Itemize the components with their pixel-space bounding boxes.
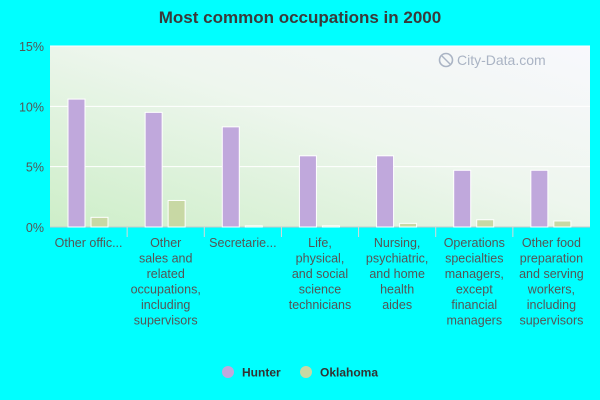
x-category-label: Other food preparation and serving workers,… xyxy=(519,236,584,328)
x-category-line: physical, xyxy=(296,252,345,266)
x-category-line: Nursing, xyxy=(374,236,421,250)
x-category-label: Nursing, psychiatric, and home health aides xyxy=(366,236,429,312)
bar-oklahoma-5 xyxy=(476,219,495,228)
x-category-line: workers, xyxy=(527,283,575,297)
legend-label-hunter: Hunter xyxy=(242,366,281,380)
x-category-line: Other offic... xyxy=(55,236,123,250)
bar-oklahoma-3 xyxy=(321,225,340,228)
x-category-line: Other food xyxy=(522,236,581,250)
x-category-line: and social xyxy=(292,267,348,281)
bar-hunter-2 xyxy=(221,126,240,228)
x-category-line: psychiatric, xyxy=(366,252,429,266)
x-category-label: Secretarie... xyxy=(209,236,276,250)
x-category-label: Other offic... xyxy=(55,236,123,250)
bar-hunter-4 xyxy=(376,155,395,228)
x-category-line: including xyxy=(527,298,576,312)
bar-oklahoma-2 xyxy=(244,225,263,228)
x-category-line: and home xyxy=(369,267,425,281)
x-category-label: Operations specialties managers, except fina… xyxy=(444,236,505,328)
bar-oklahoma-4 xyxy=(399,222,418,228)
bar-oklahoma-0 xyxy=(90,216,109,228)
x-category-line: Secretarie... xyxy=(209,236,276,250)
x-category-line: related xyxy=(147,267,185,281)
bar-hunter-6 xyxy=(530,169,549,228)
x-category-line: managers xyxy=(446,314,502,328)
y-tick-label: 5% xyxy=(26,161,44,175)
bar-hunter-5 xyxy=(453,169,472,228)
legend-label-oklahoma: Oklahoma xyxy=(320,366,378,380)
watermark-text: City-Data.com xyxy=(457,52,546,68)
bar-hunter-1 xyxy=(144,111,163,228)
bar-oklahoma-6 xyxy=(553,220,572,228)
bar-hunter-3 xyxy=(298,155,317,228)
x-category-line: preparation xyxy=(520,252,583,266)
x-category-line: financial xyxy=(451,298,497,312)
bar-oklahoma-1 xyxy=(167,199,186,228)
x-category-line: and serving xyxy=(519,267,584,281)
x-category-line: Life, xyxy=(308,236,332,250)
x-category-line: Other xyxy=(150,236,181,250)
x-category-line: aides xyxy=(382,298,412,312)
x-category-label: Life, physical, and social science technicia… xyxy=(289,236,352,312)
plot-area xyxy=(50,46,590,227)
bar-hunter-0 xyxy=(67,98,86,228)
x-category-line: technicians xyxy=(289,298,352,312)
x-category-line: Operations xyxy=(444,236,505,250)
x-category-line: science xyxy=(299,283,341,297)
x-category-line: supervisors xyxy=(519,314,583,328)
x-category-line: supervisors xyxy=(134,314,198,328)
y-tick-label: 10% xyxy=(19,100,44,114)
y-tick-label: 15% xyxy=(19,40,44,54)
x-category-line: health xyxy=(380,283,414,297)
y-tick-label: 0% xyxy=(26,221,44,235)
x-category-line: specialties xyxy=(445,252,503,266)
legend-swatch-hunter xyxy=(222,366,234,378)
x-category-line: except xyxy=(456,283,493,297)
chart-title: Most common occupations in 2000 xyxy=(159,8,441,27)
x-category-line: including xyxy=(141,298,190,312)
x-category-line: sales and xyxy=(139,252,193,266)
x-category-label: Other sales and related occupations, includi… xyxy=(131,236,201,328)
watermark: City-Data.com xyxy=(438,52,546,68)
x-category-line: occupations, xyxy=(131,283,201,297)
x-category-line: managers, xyxy=(445,267,504,281)
legend-swatch-oklahoma xyxy=(300,366,312,378)
watermark-search-icon xyxy=(438,52,454,68)
